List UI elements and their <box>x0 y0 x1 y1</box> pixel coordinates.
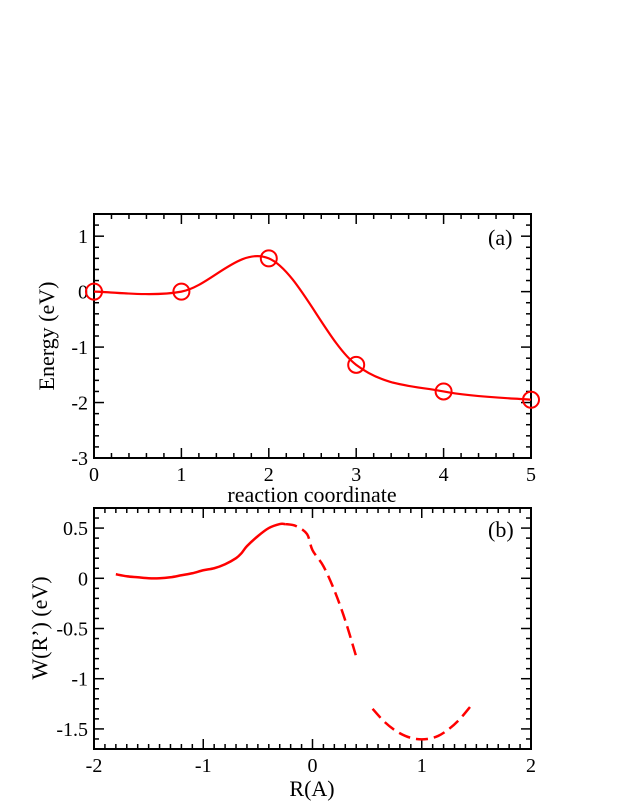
y-tick-label: 0 <box>78 568 88 590</box>
x-tick-label: 2 <box>526 755 536 777</box>
panel-a-tick-labels: 0 1 2 3 4 5 -3 -2 -1 0 1 <box>71 226 536 486</box>
data-point-marker <box>434 382 453 401</box>
x-tick-label: 1 <box>176 464 186 486</box>
y-tick-label: 0.5 <box>63 518 88 540</box>
x-tick-label: -1 <box>195 755 212 777</box>
data-point-marker <box>85 282 103 301</box>
panel-a-y-axis-label: Energy (eV) <box>34 282 59 391</box>
panel-a-plot-frame <box>93 213 532 459</box>
panel-b-ticks <box>93 507 532 750</box>
data-point-marker <box>172 282 191 301</box>
y-tick-label: -1 <box>71 669 88 691</box>
panel-a-series <box>85 249 540 409</box>
panel-b-y-axis-label: W(R’) (eV) <box>27 576 52 679</box>
x-tick-label: 5 <box>526 464 536 486</box>
y-tick-label: 1 <box>78 226 88 248</box>
x-tick-label: 4 <box>439 464 449 486</box>
panel-b-label: (b) <box>488 517 514 542</box>
panel-b-x-axis-label: R(A) <box>289 776 334 801</box>
x-tick-label: 1 <box>417 755 427 777</box>
panel-a-x-axis-label: reaction coordinate <box>227 482 396 507</box>
panel-a-energy-profile: 0 1 2 3 4 5 -3 -2 -1 0 1 (a) reaction coordinate E… <box>34 213 540 507</box>
solid-series-line <box>115 522 286 580</box>
x-tick-label: 3 <box>351 464 361 486</box>
y-tick-label: 0 <box>78 282 88 304</box>
data-point-marker <box>522 390 540 409</box>
x-tick-label: -2 <box>86 755 103 777</box>
x-tick-label: 0 <box>308 755 318 777</box>
x-tick-label: 0 <box>89 464 99 486</box>
x-tick-label: 2 <box>264 464 274 486</box>
dashed-series-line <box>284 522 358 657</box>
dashed-series-line <box>371 705 472 741</box>
y-tick-label: -1.5 <box>56 719 88 741</box>
panel-a-ticks <box>93 213 532 459</box>
panel-b-series <box>115 522 472 741</box>
y-tick-label: -0.5 <box>56 619 88 641</box>
data-point-marker <box>259 249 278 268</box>
energy-curve <box>93 255 532 401</box>
panel-b-tick-labels: -2 -1 0 1 2 -1.5 -1 -0.5 0 0.5 <box>56 518 536 777</box>
panel-b-free-energy: -2 -1 0 1 2 -1.5 -1 -0.5 0 0.5 (b) R(A) W(R’) (eV… <box>27 507 536 801</box>
y-tick-label: -3 <box>71 448 88 470</box>
data-point-marker <box>347 355 366 374</box>
y-tick-label: -2 <box>71 393 88 415</box>
y-tick-label: -1 <box>71 337 88 359</box>
panel-a-label: (a) <box>488 225 512 250</box>
